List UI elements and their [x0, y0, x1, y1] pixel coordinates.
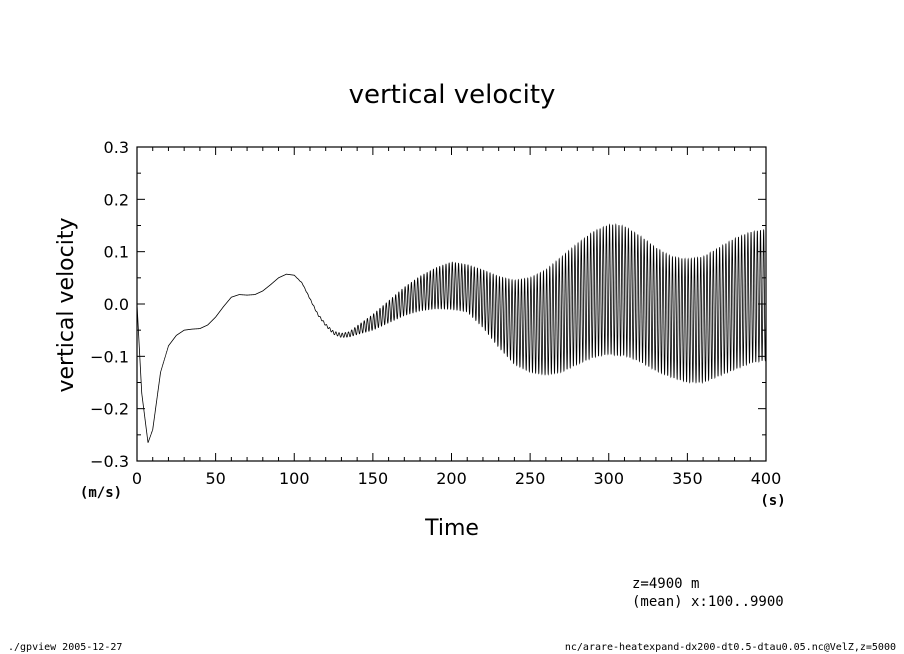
- mean-range-note: (mean) x:100..9900: [632, 594, 784, 610]
- x-tick-label: 400: [751, 469, 782, 488]
- footer-left-note: ./gpview 2005-12-27: [8, 642, 122, 653]
- x-axis-label: Time: [424, 516, 479, 541]
- x-tick-label: 250: [515, 469, 546, 488]
- y-tick-label: 0.3: [104, 138, 129, 157]
- y-tick-label: −0.2: [90, 400, 129, 419]
- y-tick-label: 0.2: [104, 190, 129, 209]
- x-tick-label: 150: [358, 469, 389, 488]
- x-unit-label: (s): [760, 493, 785, 509]
- y-axis-label: vertical velocity: [54, 217, 79, 392]
- x-tick-label: 100: [279, 469, 310, 488]
- x-tick-label: 0: [132, 469, 142, 488]
- x-tick-label: 50: [205, 469, 225, 488]
- velocity-series-line: [136, 223, 767, 443]
- y-tick-labels: 0.3 0.2 0.1 0.0 −0.1 −0.2 −0.3: [90, 138, 129, 471]
- x-tick-label: 350: [672, 469, 703, 488]
- y-tick-label: 0.0: [104, 295, 129, 314]
- y-unit-label: (m/s): [80, 485, 122, 501]
- chart-title: vertical velocity: [349, 80, 556, 110]
- y-tick-label: −0.1: [90, 347, 129, 366]
- footer-right-note: nc/arare-heatexpand-dx200-dt0.5-dtau0.05…: [565, 642, 896, 653]
- y-tick-label: 0.1: [104, 243, 129, 262]
- x-tick-labels: 0 50 100 150 200 250 300 350 400: [132, 469, 781, 488]
- data-layer: [136, 223, 767, 443]
- y-tick-label: −0.3: [90, 452, 129, 471]
- x-tick-label: 300: [593, 469, 624, 488]
- z-level-note: z=4900 m: [632, 576, 699, 592]
- x-tick-label: 200: [436, 469, 467, 488]
